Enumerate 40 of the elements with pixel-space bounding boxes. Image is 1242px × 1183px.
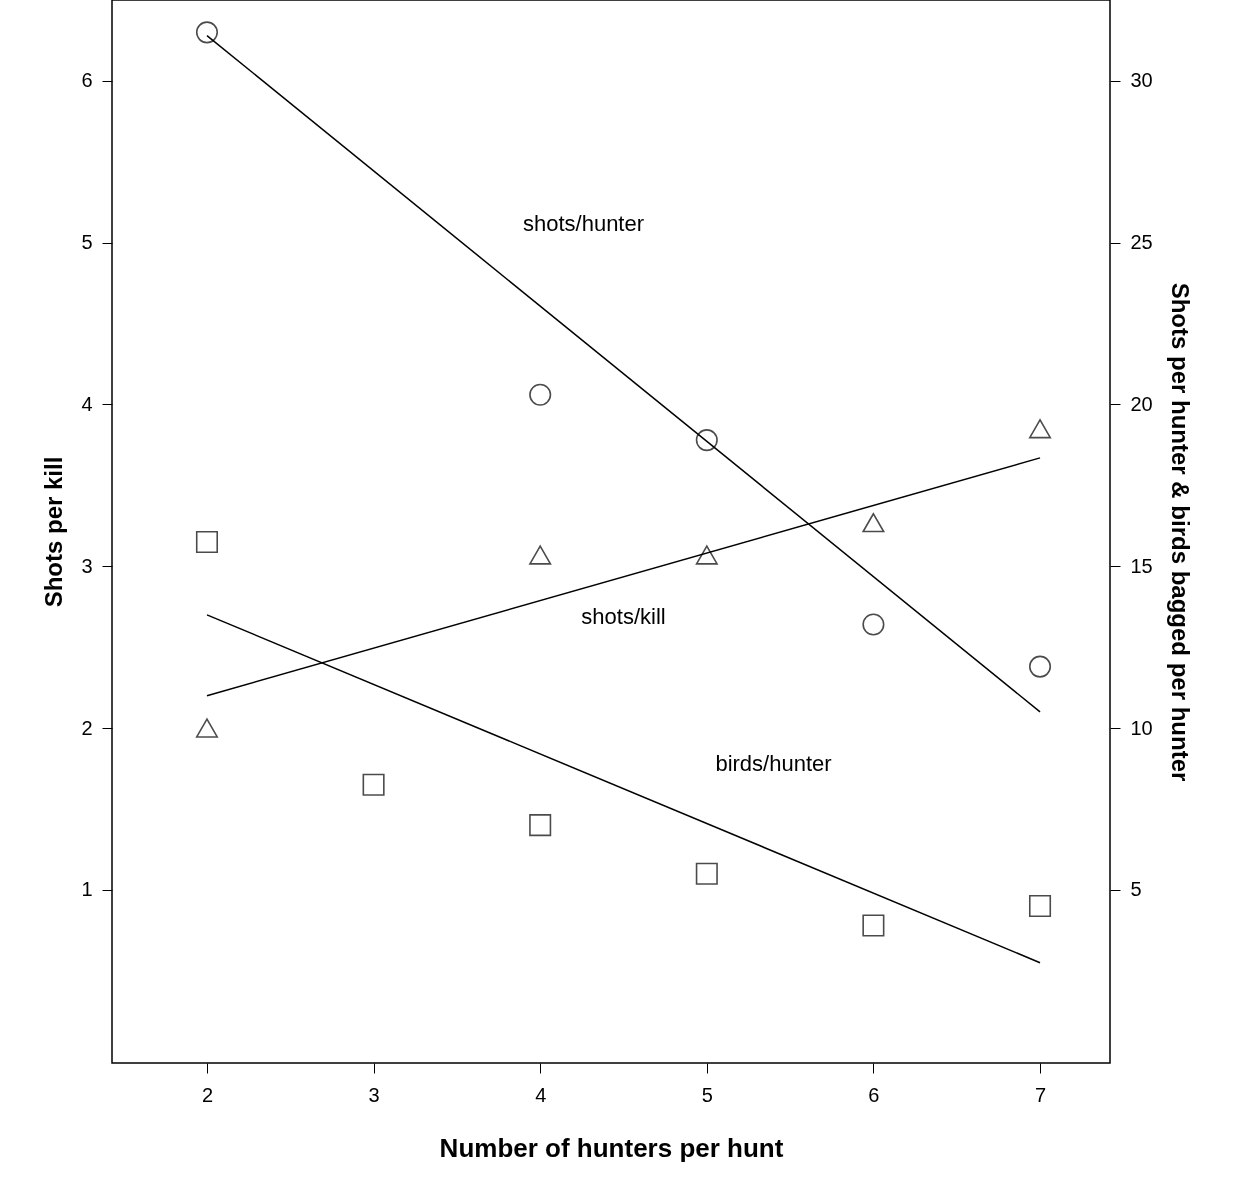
point xyxy=(195,718,219,738)
x-tick-label: 6 xyxy=(868,1083,880,1106)
y2-axis-title: Shots per hunter & birds bagged per hunter xyxy=(1166,282,1194,782)
y2-tick-label: 10 xyxy=(1130,716,1153,739)
point xyxy=(529,814,552,837)
y-tick-label: 5 xyxy=(81,231,93,254)
point xyxy=(862,914,885,937)
series-label: shots/kill xyxy=(581,603,666,629)
y2-tick-label: 25 xyxy=(1130,231,1153,254)
y2-tick-label: 15 xyxy=(1130,554,1153,577)
point xyxy=(195,530,219,554)
x-axis-title: Number of hunters per hunt xyxy=(439,1132,784,1163)
y2-tick-label: 30 xyxy=(1130,69,1153,92)
point xyxy=(529,383,552,406)
point xyxy=(862,512,885,533)
y-tick-label: 2 xyxy=(81,716,93,739)
y-tick-label: 4 xyxy=(81,392,93,415)
x-tick-label: 4 xyxy=(535,1083,547,1106)
point xyxy=(695,545,718,565)
point xyxy=(695,862,718,885)
y2-tick-label: 20 xyxy=(1130,392,1153,415)
y-tick-label: 1 xyxy=(81,878,93,901)
x-tick-label: 5 xyxy=(701,1083,713,1106)
series-label: shots/hunter xyxy=(522,210,645,236)
y2-tick-label: 5 xyxy=(1130,878,1142,901)
point xyxy=(529,545,552,565)
point xyxy=(195,21,219,44)
y-axis-title: Shots per kill xyxy=(40,456,68,608)
point xyxy=(362,773,385,796)
point xyxy=(1028,895,1052,918)
point xyxy=(695,429,718,452)
y-tick-label: 3 xyxy=(81,554,93,577)
x-tick-label: 7 xyxy=(1034,1083,1047,1106)
x-tick-label: 2 xyxy=(201,1083,214,1106)
point xyxy=(1028,419,1052,439)
text: birds/hunter xyxy=(715,750,832,776)
x-tick-label: 3 xyxy=(368,1083,380,1106)
y-tick-label: 6 xyxy=(81,69,93,92)
point xyxy=(862,613,885,636)
point xyxy=(1028,655,1052,678)
